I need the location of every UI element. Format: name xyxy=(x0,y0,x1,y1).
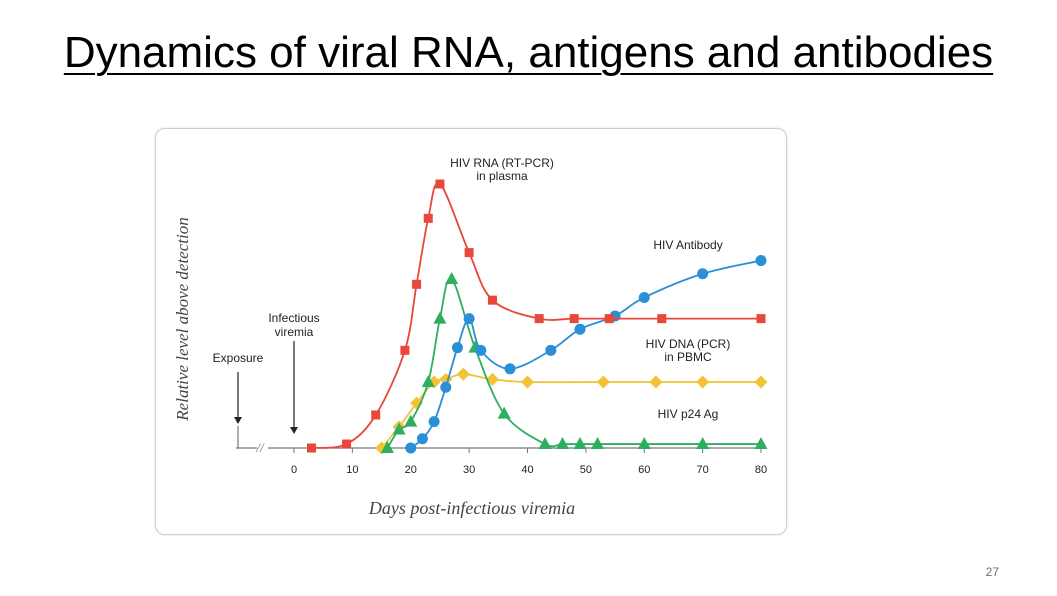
data-point-antibody xyxy=(463,313,475,325)
data-point-antibody xyxy=(428,416,440,428)
data-point-rna xyxy=(569,314,579,324)
data-point-p24 xyxy=(596,375,610,389)
data-point-dna xyxy=(591,437,605,450)
data-point-dna xyxy=(556,437,570,450)
annotation-label: viremia xyxy=(275,325,314,339)
data-point-antibody xyxy=(405,442,417,454)
annotation-arrow-head xyxy=(290,427,298,434)
data-point-p24 xyxy=(439,372,453,386)
data-point-rna xyxy=(604,314,614,324)
data-point-antibody xyxy=(451,342,463,354)
data-point-rna xyxy=(371,410,381,420)
chart-panel: // 0 10 20 30 40 50 60 70 80 Days post-infectious … xyxy=(155,128,787,535)
series-label-dna: HIV DNA (PCR) xyxy=(646,337,731,351)
data-point-rna xyxy=(464,248,474,258)
data-point-dna xyxy=(404,414,418,427)
data-point-p24 xyxy=(456,367,470,381)
x-tick-label: 0 xyxy=(291,464,297,476)
data-point-dna xyxy=(433,311,447,324)
series-label-rna: HIV RNA (RT-PCR) xyxy=(450,156,554,170)
x-tick-label: 50 xyxy=(580,464,592,476)
data-point-rna xyxy=(307,443,317,453)
data-point-rna xyxy=(342,439,352,449)
data-point-antibody xyxy=(638,292,650,304)
data-point-dna xyxy=(445,272,459,285)
data-point-antibody xyxy=(475,344,487,356)
data-point-dna xyxy=(637,437,651,450)
data-point-dna xyxy=(573,437,587,450)
series-label-rna: in plasma xyxy=(476,169,528,183)
data-point-dna xyxy=(380,441,394,453)
data-point-antibody xyxy=(504,363,516,375)
x-tick-label: 70 xyxy=(697,464,709,476)
annotation-label: Exposure xyxy=(213,351,264,365)
x-tick-label: 40 xyxy=(521,464,533,476)
slide-title-text: Dynamics of viral RNA, antigens and anti… xyxy=(63,28,994,77)
annotation-label: Infectious xyxy=(268,311,319,325)
data-point-rna xyxy=(756,314,766,324)
hiv-dynamics-chart: // 0 10 20 30 40 50 60 70 80 Days post-infectious … xyxy=(173,156,768,518)
data-point-antibody xyxy=(545,344,557,356)
x-tick-label: 60 xyxy=(638,464,650,476)
data-point-dna xyxy=(421,375,435,387)
y-axis-title: Relative level above detection xyxy=(173,217,192,421)
data-point-rna xyxy=(400,345,410,355)
data-point-dna xyxy=(696,437,710,450)
data-point-antibody xyxy=(416,433,428,445)
data-point-rna xyxy=(487,295,497,305)
data-point-p24 xyxy=(696,375,710,389)
x-axis-break: // xyxy=(255,440,265,455)
data-point-p24 xyxy=(754,375,768,389)
x-axis-title: Days post-infectious viremia xyxy=(368,498,575,518)
x-tick-label: 20 xyxy=(405,464,417,476)
data-point-antibody xyxy=(440,381,452,393)
data-point-p24 xyxy=(521,375,534,389)
data-point-dna xyxy=(538,437,552,450)
data-point-dna xyxy=(392,422,406,435)
x-tick-label: 10 xyxy=(346,464,358,476)
data-point-rna xyxy=(412,279,422,289)
x-tick-label: 30 xyxy=(463,464,475,476)
data-point-antibody xyxy=(574,323,586,335)
data-point-antibody xyxy=(697,268,709,280)
series-label-dna: in PBMC xyxy=(664,350,712,364)
data-point-rna xyxy=(534,314,544,324)
page-number: 27 xyxy=(985,565,999,579)
series-label-antibody: HIV Antibody xyxy=(653,238,722,252)
data-point-rna xyxy=(435,179,445,189)
data-point-rna xyxy=(657,314,667,324)
data-point-rna xyxy=(423,213,433,223)
annotation-arrow-head xyxy=(234,417,242,424)
data-point-dna xyxy=(754,437,768,450)
data-point-dna xyxy=(497,406,511,419)
series-label-p24: HIV p24 Ag xyxy=(658,407,719,421)
x-tick-label: 80 xyxy=(755,464,767,476)
data-point-antibody xyxy=(755,255,767,267)
slide-title: Dynamics of viral RNA, antigens and anti… xyxy=(0,28,1057,78)
data-point-p24 xyxy=(649,375,663,389)
